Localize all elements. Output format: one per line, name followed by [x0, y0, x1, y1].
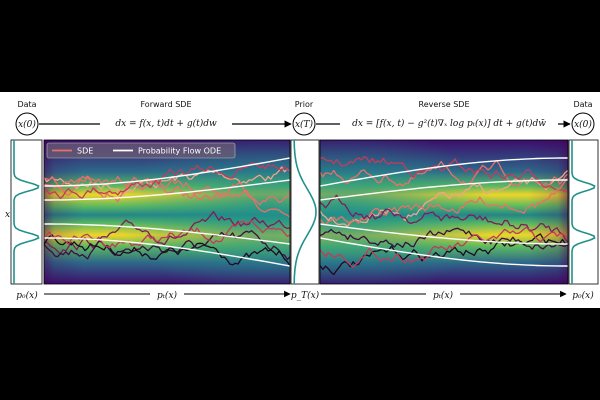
data-label-right: Data: [573, 100, 592, 109]
density-panel-p0-right: [568, 139, 599, 285]
forward-sde-title: Forward SDE: [140, 100, 191, 109]
sde-trajectory: [43, 211, 291, 255]
bottom-pt-reverse: pₜ(x): [433, 290, 454, 301]
state-xT: x(T): [292, 112, 316, 136]
sde-trajectory: [319, 169, 569, 228]
reverse-equation: dx = [f(x, t) − g²(t)∇ₓ log pₜ(x)] dt + …: [352, 118, 546, 129]
reverse-eq-bg: [340, 116, 558, 130]
ode-curve: [44, 237, 291, 267]
reverse-sde-trajectories: [319, 156, 569, 276]
density-panel-prior: [290, 139, 320, 285]
bottom-p0-left: p₀(x): [16, 290, 38, 301]
ode-curve: [44, 223, 291, 245]
sde-trajectory: [319, 156, 568, 193]
diagram-canvas: Data Forward SDE Prior Reverse SDE Data …: [5, 100, 599, 301]
reverse-heatmap-panel: [319, 139, 569, 285]
ode-curve: [44, 179, 291, 201]
bottom-pT: p_T(x): [291, 290, 320, 301]
sde-trajectory: [319, 194, 569, 243]
forward-ode-curves: [44, 157, 291, 267]
ode-curve: [319, 157, 568, 187]
ode-curve: [44, 157, 291, 187]
forward-sde-trajectories: [43, 162, 291, 267]
reverse-ode-curves: [319, 157, 568, 267]
ode-curve: [319, 223, 568, 245]
ode-curve: [319, 237, 568, 267]
state-x0-left: x(0): [15, 112, 39, 136]
legend-sde-label: SDE: [77, 147, 93, 156]
sde-trajectory: [319, 177, 569, 226]
ode-curve: [319, 179, 568, 201]
sde-trajectory: [43, 220, 291, 249]
bottom-p0-right: p₀(x): [572, 290, 594, 301]
state-x0-right-text: x(0): [574, 119, 592, 130]
legend: SDE Probability Flow ODE: [46, 142, 236, 159]
sde-trajectory: [43, 176, 291, 218]
sde-trajectory: [319, 233, 569, 276]
forward-equation: dx = f(x, t)dt + g(t)dw: [115, 118, 217, 129]
data-label-left: Data: [17, 100, 36, 109]
forward-heatmap-panel: [43, 139, 291, 285]
prior-label: Prior: [295, 100, 314, 109]
forward-eq-bg: [100, 116, 232, 130]
state-xT-text: x(T): [295, 119, 314, 130]
density-panel-p0-left: [10, 139, 43, 285]
bottom-pt-forward: pₜ(x): [157, 290, 178, 301]
sde-trajectory: [43, 175, 291, 206]
reverse-sde-title: Reverse SDE: [419, 100, 470, 109]
sde-trajectory: [43, 234, 291, 267]
sde-trajectory: [319, 227, 569, 250]
figure: Data Forward SDE Prior Reverse SDE Data …: [0, 92, 600, 308]
sde-trajectory: [319, 226, 569, 268]
state-x0-left-text: x(0): [18, 119, 36, 130]
legend-ode-label: Probability Flow ODE: [138, 147, 221, 156]
sde-trajectory: [43, 230, 291, 261]
state-x0-right: x(0): [571, 112, 595, 136]
y-axis-label: x: [5, 210, 10, 220]
